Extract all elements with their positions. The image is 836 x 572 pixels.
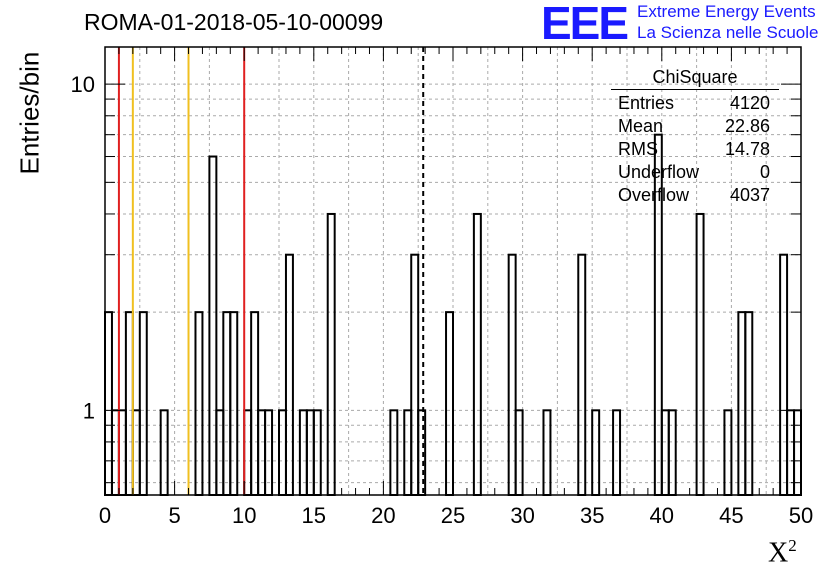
x-tick-label: 0 [99, 503, 111, 528]
histogram-bin [779, 253, 789, 496]
histogram-bin [445, 311, 455, 497]
x-axis-label-sup: 2 [788, 536, 797, 555]
x-tick-label: 20 [371, 503, 395, 528]
histogram-bin [208, 155, 218, 496]
x-tick-label: 35 [580, 503, 604, 528]
logo-caption-line1: Extreme Energy Events [637, 2, 816, 21]
histogram-bin [229, 311, 239, 497]
x-tick-label: 10 [232, 503, 256, 528]
logo-caption-line2: La Scienza nelle Scuole [637, 23, 819, 42]
histogram-bin [410, 253, 420, 496]
histogram-bin [472, 212, 482, 496]
histogram-bin [124, 311, 134, 497]
x-tick-label: 30 [510, 503, 534, 528]
histogram-bin [284, 253, 294, 496]
stats-box: ChiSquare Entries 4120 Mean 22.86 RMS 14.78… [611, 67, 779, 207]
x-tick-label: 40 [650, 503, 674, 528]
eee-logo: EEE [541, 0, 629, 49]
histogram-bin [744, 311, 754, 497]
stats-row-entries: Entries 4120 [618, 93, 770, 113]
histogram-bin [138, 311, 148, 497]
x-tick-label: 25 [441, 503, 465, 528]
histogram-bin [194, 311, 204, 497]
histogram-bin [326, 212, 336, 496]
x-tick-label: 45 [719, 503, 743, 528]
stats-row-overflow: Overflow 4037 [618, 185, 770, 205]
y-tick-label: 1 [83, 398, 95, 423]
histogram-bin [104, 311, 113, 497]
x-tick-label: 5 [168, 503, 180, 528]
histogram-bin [577, 253, 587, 496]
histogram-bin [737, 311, 747, 497]
stats-row-underflow: Underflow 0 [618, 162, 770, 182]
histogram-bin [222, 311, 232, 497]
histogram-bin [507, 253, 517, 496]
stats-row-mean: Mean 22.86 [618, 116, 770, 136]
x-axis-label-base: X [768, 537, 789, 569]
histogram-bin [250, 311, 260, 497]
stats-row-rms: RMS 14.78 [618, 139, 770, 159]
histogram-bin [695, 212, 705, 496]
x-axis-label: X2 [768, 536, 797, 569]
x-tick-label: 50 [789, 503, 813, 528]
x-tick-label: 15 [302, 503, 326, 528]
y-tick-label: 10 [71, 72, 95, 97]
chart-title: ROMA-01-2018-05-10-00099 [84, 9, 384, 35]
stats-box-title: ChiSquare [611, 67, 779, 90]
